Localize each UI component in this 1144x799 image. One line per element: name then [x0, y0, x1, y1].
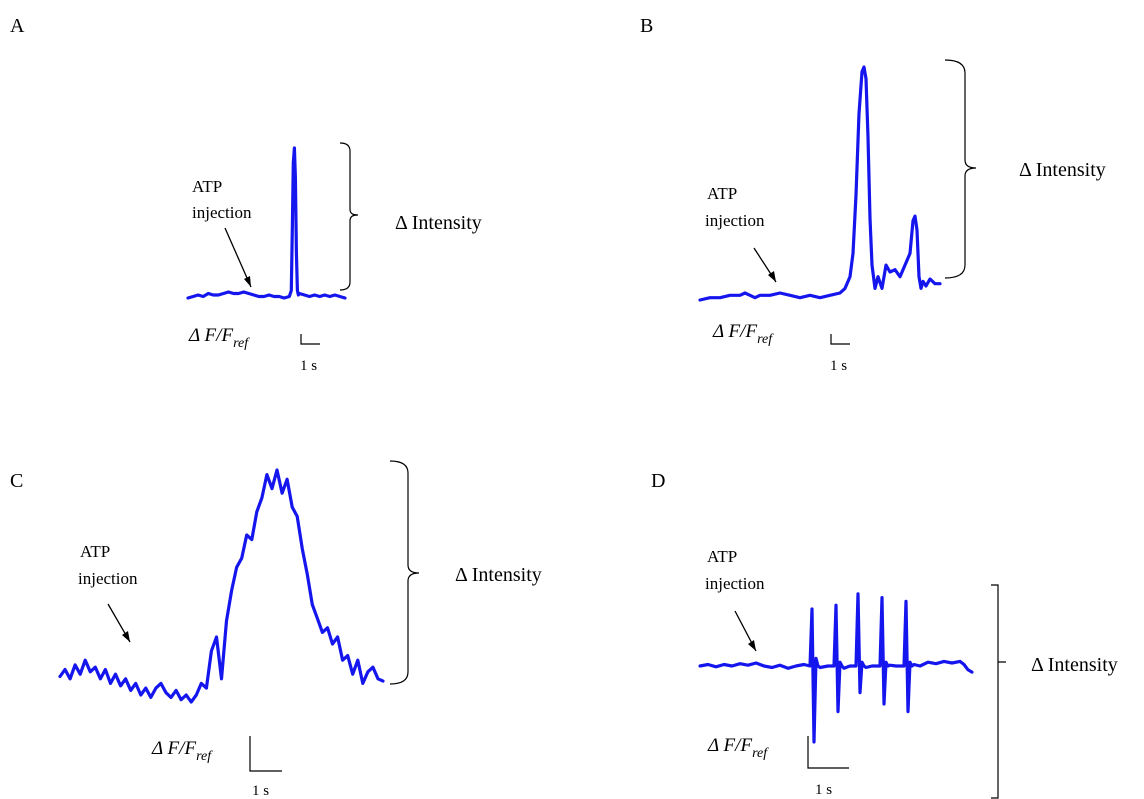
panel-b-annotation-line2: injection	[705, 211, 765, 230]
panel-c-arrowhead	[122, 631, 130, 642]
panel-d-scale-label: 1 s	[815, 782, 832, 798]
panel-d: D ATP injection Δ Intensity Δ F/Fref 1 s	[651, 470, 1118, 799]
panel-a-scale-label: 1 s	[300, 358, 317, 374]
panel-c-annotation-line1: ATP	[80, 542, 110, 561]
panel-a-intensity-label: Δ Intensity	[395, 212, 482, 234]
panel-c-bracket	[389, 460, 420, 685]
panel-b-scalebar	[830, 334, 850, 345]
panel-b-ylabel-sub: ref	[757, 332, 774, 347]
panel-d-letter: D	[651, 470, 665, 492]
panel-a-bracket	[339, 142, 359, 291]
panel-b-letter: B	[640, 15, 653, 37]
panel-a-ylabel-main: Δ F/F	[188, 325, 233, 346]
panel-d-bracket	[991, 584, 1006, 799]
panel-b-ylabel-main: Δ F/F	[712, 321, 757, 342]
panel-b-scale-label: 1 s	[830, 358, 847, 374]
panel-a-scalebar	[300, 334, 320, 345]
panel-b-trace	[698, 65, 942, 302]
panel-d-annotation-line1: ATP	[707, 547, 737, 566]
panel-a: A ATP injection Δ Intensity Δ F/Fref 1 s	[10, 15, 482, 374]
panel-a-arrowhead	[244, 276, 251, 287]
panel-c-trace	[58, 468, 385, 704]
panel-b-intensity-label: Δ Intensity	[1019, 159, 1106, 181]
panel-d-ylabel-main: Δ F/F	[707, 735, 752, 756]
panel-b: B ATP injection Δ Intensity Δ F/Fref 1 s	[640, 15, 1106, 374]
panel-a-letter: A	[10, 15, 25, 37]
panel-c-scale-label: 1 s	[252, 783, 269, 799]
panel-d-ylabel-sub: ref	[752, 746, 769, 761]
panel-a-trace	[186, 146, 347, 300]
panel-b-bracket	[944, 59, 977, 279]
panel-b-ylabel: Δ F/Fref	[712, 321, 774, 347]
panel-d-trace	[698, 592, 974, 744]
panel-c-ylabel-main: Δ F/F	[151, 738, 196, 759]
panel-c-ylabel: Δ F/Fref	[151, 738, 213, 764]
panel-d-scalebar	[807, 736, 849, 769]
panel-b-annotation-line1: ATP	[707, 184, 737, 203]
panel-a-ylabel: Δ F/Fref	[188, 325, 250, 351]
panel-c-letter: C	[10, 470, 23, 492]
panel-c: C ATP injection Δ Intensity Δ F/Fref 1 s	[10, 460, 542, 799]
panel-d-arrowhead	[748, 640, 756, 651]
panel-d-annotation-line2: injection	[705, 574, 765, 593]
panel-a-annotation-line2: injection	[192, 203, 252, 222]
panel-d-ylabel: Δ F/Fref	[707, 735, 769, 761]
panel-d-intensity-label: Δ Intensity	[1031, 654, 1118, 676]
panel-b-arrowhead	[768, 271, 776, 282]
panel-a-arrow	[224, 227, 252, 288]
panel-c-scalebar	[249, 736, 282, 772]
panel-c-ylabel-sub: ref	[196, 749, 213, 764]
panel-a-annotation-line1: ATP	[192, 177, 222, 196]
panel-c-annotation-line2: injection	[78, 569, 138, 588]
panel-a-ylabel-sub: ref	[233, 336, 250, 351]
panel-c-intensity-label: Δ Intensity	[455, 564, 542, 586]
